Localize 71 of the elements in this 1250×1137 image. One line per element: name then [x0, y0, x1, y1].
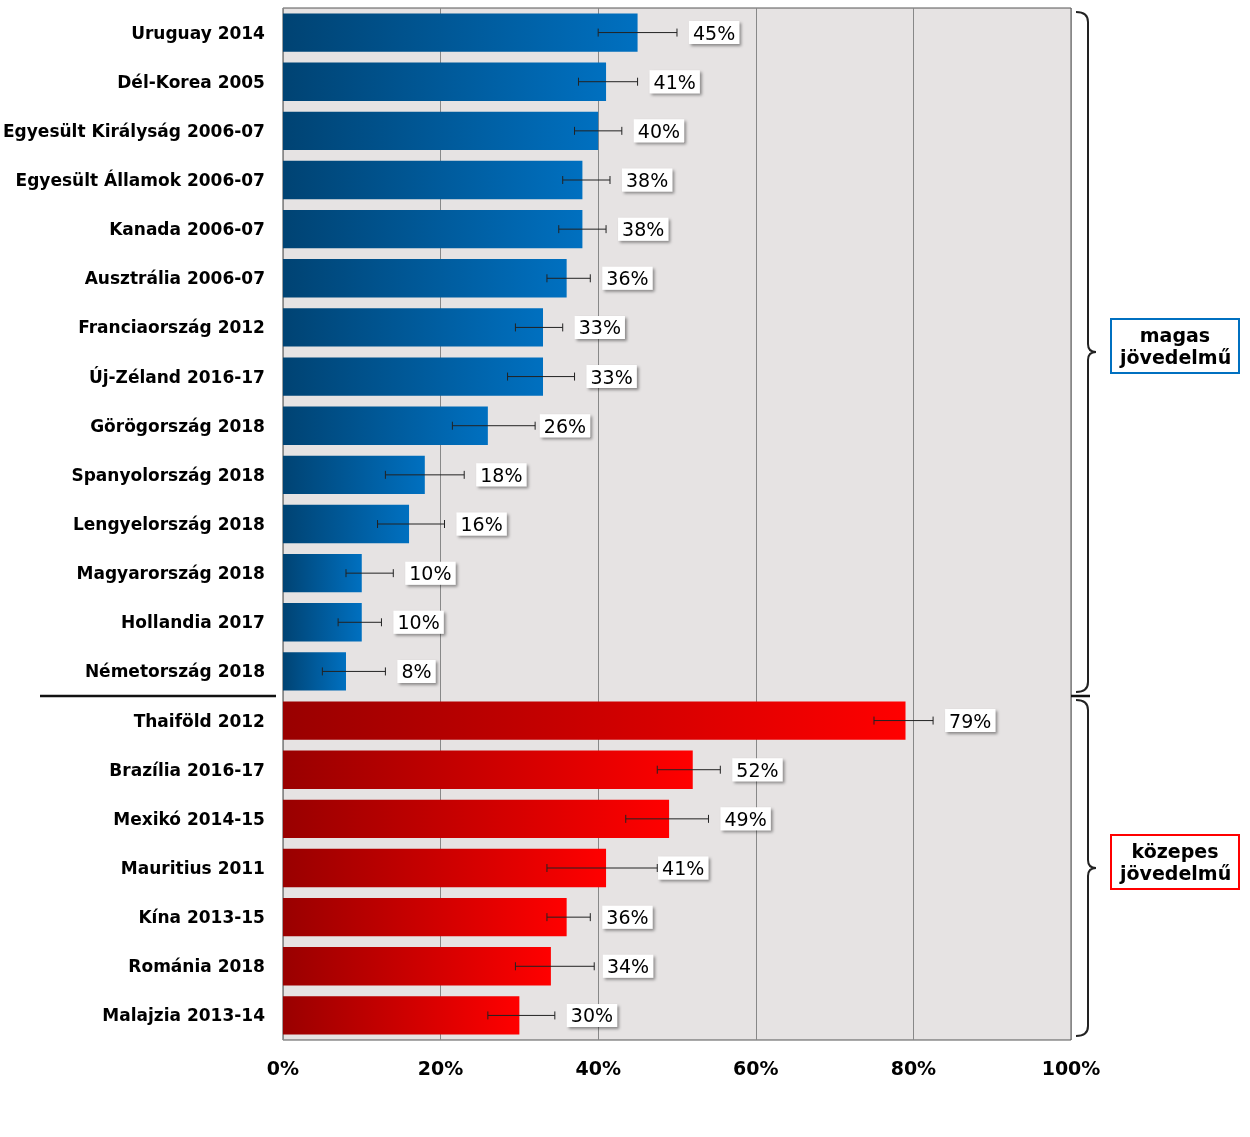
bar [282, 701, 906, 740]
data-label: 16% [460, 513, 503, 535]
data-label: 40% [637, 119, 681, 142]
data-label: 18% [480, 463, 523, 486]
text: közepes jövedelmű [1110, 834, 1240, 890]
data-label: 38% [625, 169, 669, 191]
data-label: 33% [578, 316, 621, 339]
bar [282, 406, 488, 445]
data-label: 49% [724, 807, 767, 830]
data-label: 79% [949, 709, 992, 732]
x-tick-label: 40% [575, 1056, 621, 1079]
data-label: 38% [622, 218, 665, 241]
bar [282, 897, 567, 937]
y-tick-label: Dél-Korea 2005 [117, 71, 265, 92]
bar [282, 947, 551, 986]
bar [282, 357, 544, 396]
bar [282, 455, 425, 495]
y-tick-label: Kanada 2006-07 [109, 219, 265, 240]
x-tick-label: 60% [733, 1056, 779, 1079]
bar [282, 652, 346, 691]
bar [282, 553, 362, 593]
x-tick-label: 100% [1041, 1056, 1101, 1079]
data-label: 30% [570, 1004, 614, 1027]
y-tick-label: Románia 2018 [128, 956, 265, 977]
bar [282, 750, 693, 789]
y-tick-label: Mexikó 2014-15 [113, 808, 265, 829]
y-tick-label: Mauritius 2011 [120, 858, 265, 878]
data-label: 45% [692, 21, 736, 44]
y-tick-label: Görögország 2018 [90, 415, 265, 436]
y-tick-label: Kína 2013-15 [138, 907, 265, 928]
y-tick-label: Új-Zéland 2016-17 [88, 365, 265, 387]
data-label: 10% [409, 562, 452, 585]
data-label: 41% [653, 70, 696, 93]
bar [282, 13, 638, 52]
x-tick-label: 20% [417, 1056, 464, 1079]
data-label: 52% [736, 758, 779, 781]
bar [282, 259, 567, 298]
y-tick-label: Franciaország 2012 [78, 317, 265, 338]
data-label: 34% [606, 955, 650, 978]
bar [282, 308, 544, 347]
y-tick-label: Brazília 2016-17 [109, 759, 265, 780]
bar [282, 209, 583, 249]
data-label: 8% [401, 660, 432, 683]
y-tick-label: Spanyolország 2018 [71, 464, 265, 485]
bar [282, 799, 670, 839]
y-tick-label: Németország 2018 [84, 661, 265, 682]
bar [282, 996, 520, 1035]
x-tick-label: 80% [890, 1056, 937, 1079]
bar [282, 504, 410, 544]
bar [282, 62, 607, 101]
y-tick-label: Ausztrália 2006-07 [84, 268, 265, 289]
bar [282, 603, 362, 642]
y-tick-label: Thaiföld 2012 [133, 710, 265, 731]
y-tick-label: Malajzia 2013-14 [102, 1005, 266, 1026]
data-label: 26% [543, 414, 587, 437]
x-tick-label: 0% [266, 1056, 300, 1079]
y-tick-label: Uruguay 2014 [131, 22, 266, 43]
data-label: 41% [662, 857, 705, 879]
text: magas jövedelmű [1110, 318, 1240, 374]
y-tick-label: Lengyelország 2018 [72, 514, 265, 534]
y-tick-label: Magyarország 2018 [76, 563, 265, 584]
bar [282, 111, 599, 151]
y-tick-label: Egyesült Királyság 2006-07 [2, 120, 265, 141]
y-tick-label: Hollandia 2017 [121, 612, 265, 633]
data-label: 33% [590, 365, 633, 388]
data-label: 36% [606, 267, 649, 290]
data-label: 36% [606, 906, 649, 929]
bar [282, 160, 583, 200]
y-tick-label: Egyesült Államok 2006-07 [15, 169, 265, 190]
data-label: 10% [397, 611, 440, 634]
bar [282, 848, 607, 888]
